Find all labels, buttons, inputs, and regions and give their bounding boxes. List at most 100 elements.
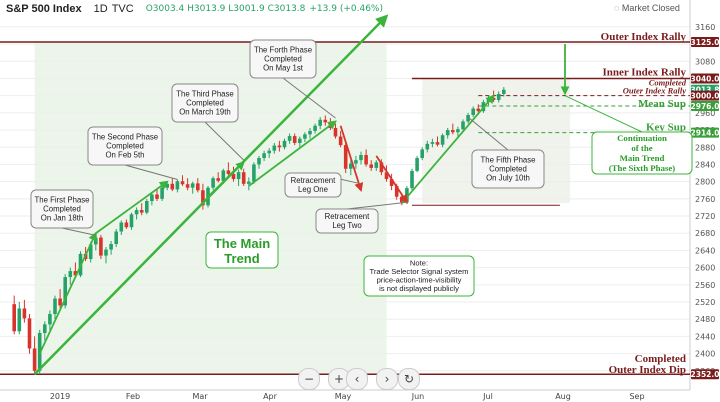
candle: [292, 133, 297, 146]
candle: [272, 142, 277, 154]
candle: [17, 302, 22, 335]
candle-body: [456, 129, 460, 133]
candle: [109, 240, 113, 255]
candle: [440, 133, 445, 148]
outer-rally-label: Outer Index Rally: [601, 31, 687, 43]
candle: [58, 289, 62, 309]
price-tag-box: [691, 73, 719, 84]
scroll-left-button[interactable]: ‹: [346, 368, 368, 390]
price-axis: 2360240024402480252025602600264026802720…: [689, 0, 720, 402]
candle-body: [338, 136, 343, 146]
callout-text: Completed: [43, 205, 81, 214]
candle-body: [32, 348, 37, 371]
completed-outer-rally-label: Outer Index Rally: [623, 86, 687, 96]
candle: [43, 321, 47, 341]
candle-body: [323, 119, 328, 123]
candle-body: [303, 134, 307, 139]
price-tag-box: [691, 127, 719, 138]
candle-body: [190, 183, 195, 188]
candle-body: [425, 143, 430, 150]
candle-body: [292, 136, 297, 143]
candle-body: [298, 138, 302, 143]
callout-text: Completed: [264, 55, 302, 64]
candle: [476, 104, 481, 114]
y-tick-label: 2520: [695, 298, 715, 307]
price-tag-value: 2976.0: [691, 102, 720, 111]
inner-rally-label: Inner Index Rally: [602, 66, 686, 78]
candle-body: [389, 179, 394, 186]
zoom-out-button[interactable]: −: [298, 368, 320, 390]
trend-line: [248, 120, 337, 187]
key-sup-label: Key Sup: [646, 122, 686, 134]
data-source: TVC: [111, 3, 134, 15]
price-tag: 2976.0: [691, 100, 720, 111]
candle: [277, 140, 282, 152]
candle-body: [318, 119, 322, 126]
candle: [124, 219, 129, 229]
candle: [129, 212, 134, 230]
candle-body: [308, 130, 312, 135]
callout-text: The Second Phase: [92, 133, 158, 142]
candle: [343, 142, 348, 174]
candle: [267, 148, 271, 159]
candle: [456, 126, 460, 137]
candle: [22, 299, 27, 323]
candle-body: [420, 149, 424, 159]
callout-pointer: [61, 227, 96, 236]
candle-body: [440, 135, 445, 145]
candle-body: [384, 172, 389, 180]
candle-body: [134, 210, 139, 215]
x-tick-label: May: [335, 392, 352, 401]
callout-text: price-action-time-visibility: [377, 276, 462, 285]
candle: [27, 314, 32, 354]
candle-body: [282, 140, 287, 148]
candle-body: [119, 222, 124, 232]
y-tick-label: 2760: [695, 195, 715, 204]
candle: [241, 168, 246, 186]
symbol-name[interactable]: S&P 500 Index: [6, 3, 82, 15]
candle-body: [445, 130, 450, 136]
candle-body: [109, 243, 113, 250]
candle: [145, 198, 149, 215]
price-tag: 3000.0: [691, 90, 719, 101]
y-tick-label: 2840: [695, 160, 715, 169]
callout-box: [30, 189, 94, 229]
candle: [53, 295, 57, 320]
callout-text: Leg One: [298, 185, 328, 194]
candle: [226, 162, 231, 177]
candle: [68, 267, 73, 285]
callout-pointer: [564, 95, 643, 133]
callout-text: Trend: [224, 251, 259, 266]
candle: [134, 207, 139, 220]
callout-box: [591, 131, 693, 175]
candle: [63, 274, 67, 309]
callout-text: On Feb 5th: [105, 151, 144, 160]
reset-chart-button[interactable]: ↻: [398, 368, 420, 390]
x-tick-label: Sep: [629, 392, 644, 401]
candle: [150, 192, 154, 206]
completed-outer-rally-label: Completed: [649, 78, 687, 88]
scroll-right-button[interactable]: ›: [376, 368, 398, 390]
candle: [471, 106, 475, 118]
candle-body: [430, 142, 435, 144]
y-tick-label: 2400: [695, 350, 715, 359]
callout-pointer: [282, 77, 336, 119]
callout-text: Trade Selector Signal system: [370, 267, 469, 276]
candle: [104, 246, 108, 264]
candle: [196, 178, 200, 193]
candle: [287, 133, 292, 144]
price-tag: 2914.0: [691, 127, 719, 138]
callout-text: is not displayed publicly: [379, 284, 459, 293]
candle: [160, 185, 164, 201]
candle: [435, 136, 440, 147]
trend-line: [95, 180, 169, 234]
candle-body: [104, 249, 108, 256]
timeframe[interactable]: 1D: [93, 3, 108, 15]
price-tag-value: 2352.0: [691, 370, 720, 379]
callout-pointer: [124, 164, 178, 180]
